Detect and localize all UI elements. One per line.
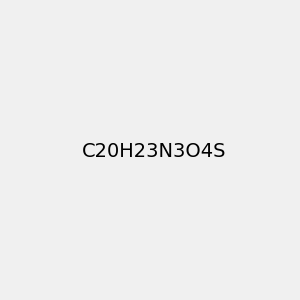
Text: C20H23N3O4S: C20H23N3O4S [82,142,226,161]
